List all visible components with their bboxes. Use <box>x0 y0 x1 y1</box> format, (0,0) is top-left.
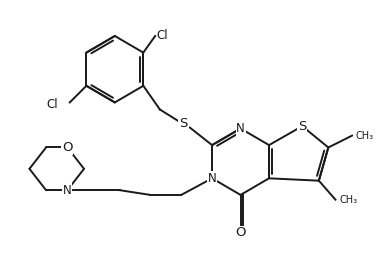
Text: S: S <box>298 120 307 133</box>
Text: CH₃: CH₃ <box>339 195 357 205</box>
Text: CH₃: CH₃ <box>356 131 374 141</box>
Text: N: N <box>208 172 217 185</box>
Text: Cl: Cl <box>156 29 168 42</box>
Text: O: O <box>235 226 246 239</box>
Text: S: S <box>179 117 188 130</box>
Text: O: O <box>62 141 73 154</box>
Text: N: N <box>63 184 72 197</box>
Text: N: N <box>236 122 245 135</box>
Text: Cl: Cl <box>46 98 58 111</box>
